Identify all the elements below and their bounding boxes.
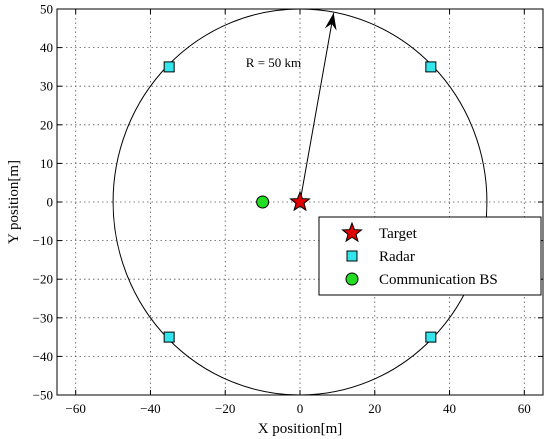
y-tick-label: −50 <box>33 388 53 403</box>
axis-ticks: −60 −40 −20 0 20 40 60 −50 −40 −30 −20 −10 0 10 20 30 40… <box>33 2 543 416</box>
legend-marker-target <box>341 221 363 243</box>
radar-point <box>425 61 437 73</box>
legend-marker-radar <box>346 250 358 262</box>
y-tick-label: −40 <box>33 349 53 364</box>
x-tick-label: 20 <box>368 401 381 416</box>
y-tick-label: −20 <box>33 272 53 287</box>
legend-marker-communication-bs <box>345 272 359 286</box>
x-tick-label: −40 <box>140 401 160 416</box>
radar-point <box>425 331 437 343</box>
target-point <box>289 190 311 212</box>
y-tick-label: 40 <box>40 40 53 55</box>
y-tick-label: 20 <box>40 117 53 132</box>
communication-bs-point <box>256 195 270 209</box>
y-tick-label: −10 <box>33 233 53 248</box>
x-tick-label: −60 <box>66 401 86 416</box>
y-tick-label: 30 <box>40 79 53 94</box>
x-tick-label: 60 <box>518 401 531 416</box>
arrow-head <box>324 12 337 31</box>
x-axis-label: X position[m] <box>258 421 343 437</box>
y-axis-label: Y position[m] <box>6 160 22 244</box>
radar-point <box>163 61 175 73</box>
radius-arrow <box>299 12 335 203</box>
legend: Target Radar Communication BS <box>318 216 542 296</box>
radius-annotation: R = 50 km <box>246 55 301 70</box>
x-tick-label: 40 <box>443 401 456 416</box>
legend-label-radar: Radar <box>379 249 415 265</box>
legend-label-communication-bs: Communication BS <box>379 272 498 288</box>
y-tick-label: 10 <box>40 156 53 171</box>
radar-point <box>163 331 175 343</box>
legend-label-target: Target <box>379 226 418 242</box>
x-tick-label: −20 <box>215 401 235 416</box>
y-tick-label: −30 <box>33 310 53 325</box>
y-tick-label: 50 <box>40 2 53 17</box>
x-tick-label: 0 <box>297 401 304 416</box>
y-tick-label: 0 <box>47 195 54 210</box>
